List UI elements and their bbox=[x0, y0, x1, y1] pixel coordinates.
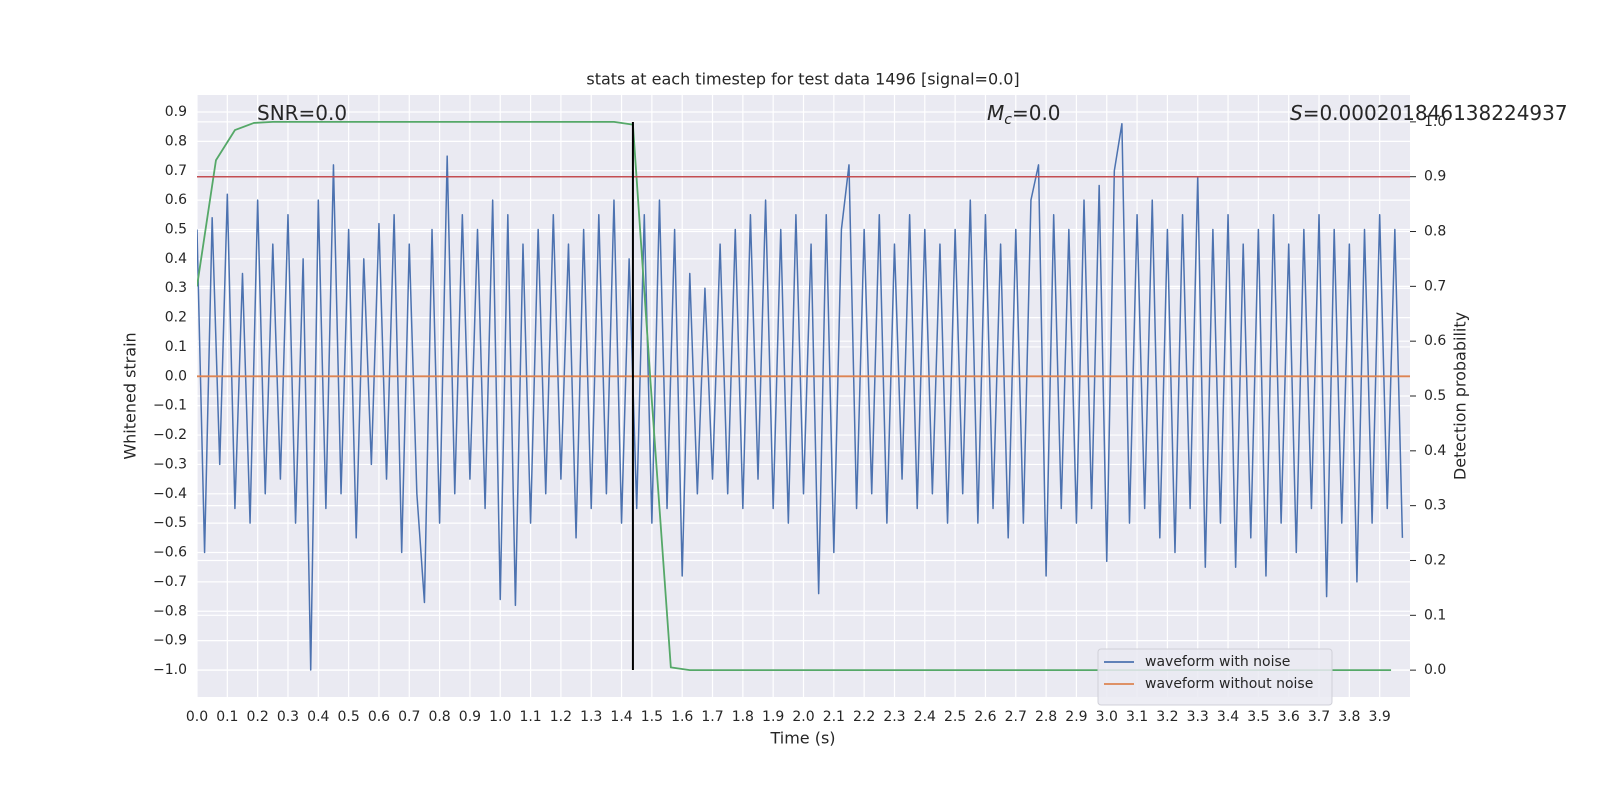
x-tick-label: 0.8 bbox=[428, 709, 450, 725]
x-tick-label: 3.6 bbox=[1278, 709, 1300, 725]
y2-tick-label: 0.3 bbox=[1424, 498, 1446, 514]
y-tick-label: 0.5 bbox=[165, 221, 187, 237]
y-tick-label: −0.5 bbox=[153, 515, 187, 531]
x-tick-label: 1.3 bbox=[580, 709, 602, 725]
x-tick-label: 3.0 bbox=[1096, 709, 1118, 725]
y-tick-label: −0.3 bbox=[153, 456, 187, 472]
plot bbox=[197, 120, 1410, 672]
x-tick-label: 2.2 bbox=[853, 709, 875, 725]
y2-tick-label: 0.2 bbox=[1424, 552, 1446, 568]
x-tick-label: 0.5 bbox=[337, 709, 359, 725]
y-tick-label: 0.9 bbox=[165, 104, 187, 120]
x-tick-label: 3.4 bbox=[1217, 709, 1239, 725]
y2-tick-label: 0.8 bbox=[1424, 224, 1446, 240]
y2-tick-label: 0.4 bbox=[1424, 443, 1446, 459]
x-tick-label: 1.7 bbox=[701, 709, 723, 725]
y-tick-label: 0.1 bbox=[165, 339, 187, 355]
chart-title: stats at each timestep for test data 149… bbox=[586, 70, 1019, 89]
series-line bbox=[197, 120, 1392, 672]
legend-box bbox=[1097, 648, 1333, 706]
y2-tick-label: 0.1 bbox=[1424, 607, 1446, 623]
x-tick-label: 1.9 bbox=[762, 709, 784, 725]
x-tick-label: 3.1 bbox=[1126, 709, 1148, 725]
x-tick-label: 0.1 bbox=[216, 709, 238, 725]
x-tick-label: 3.8 bbox=[1338, 709, 1360, 725]
annotation-symbol: M bbox=[987, 101, 1004, 125]
x-tick-label: 3.7 bbox=[1308, 709, 1330, 725]
x-tick-label: 1.2 bbox=[550, 709, 572, 725]
x-tick-label: 3.9 bbox=[1369, 709, 1391, 725]
annotation-symbol: S bbox=[1290, 101, 1303, 125]
y-tick-label: 0.2 bbox=[165, 310, 187, 326]
y-tick-label: −0.6 bbox=[153, 545, 187, 561]
x-tick-label: 2.0 bbox=[792, 709, 814, 725]
y-tick-label: −0.4 bbox=[153, 486, 187, 502]
x-tick-label: 3.2 bbox=[1156, 709, 1178, 725]
y2-tick-label: 0.7 bbox=[1424, 278, 1446, 294]
grid bbox=[196, 95, 1410, 697]
x-tick-label: 0.0 bbox=[186, 709, 208, 725]
x-tick-label: 1.1 bbox=[519, 709, 541, 725]
series-line bbox=[197, 123, 1404, 671]
y2-tick-label: 0.6 bbox=[1424, 333, 1446, 349]
legend: waveform with noise waveform without nois… bbox=[1097, 648, 1333, 706]
x-tick-label: 2.3 bbox=[883, 709, 905, 725]
x-tick-label: 2.8 bbox=[1035, 709, 1057, 725]
annotation: Mc=0.0 bbox=[987, 101, 1061, 129]
annotation-text: SNR=0.0 bbox=[257, 101, 347, 125]
y-tick-label: 0.4 bbox=[165, 251, 187, 267]
y-tick-label: −0.1 bbox=[153, 398, 187, 414]
x-tick-label: 1.0 bbox=[489, 709, 511, 725]
annotation: S=0.000201846138224937 bbox=[1290, 101, 1568, 125]
legend-label: waveform without noise bbox=[1145, 676, 1313, 692]
y-tick-label: −0.9 bbox=[153, 633, 187, 649]
y-tick-label: 0.0 bbox=[165, 368, 187, 384]
y-tick-label: 0.6 bbox=[165, 192, 187, 208]
y2-tick-label: 1.0 bbox=[1424, 114, 1446, 130]
annotation-text: =0.000201846138224937 bbox=[1303, 101, 1568, 125]
x-tick-label: 0.3 bbox=[277, 709, 299, 725]
y-tick-label: −0.8 bbox=[153, 603, 187, 619]
x-tick-label: 2.5 bbox=[944, 709, 966, 725]
y-tick-label: −0.7 bbox=[153, 574, 187, 590]
x-tick-label: 2.1 bbox=[823, 709, 845, 725]
x-tick-label: 2.6 bbox=[974, 709, 996, 725]
x-tick-label: 3.5 bbox=[1247, 709, 1269, 725]
legend-label: waveform with noise bbox=[1145, 654, 1290, 670]
y-tick-label: 0.8 bbox=[165, 133, 187, 149]
x-tick-label: 1.5 bbox=[641, 709, 663, 725]
annotation-text: =0.0 bbox=[1012, 101, 1061, 125]
x-tick-label: 2.7 bbox=[1005, 709, 1027, 725]
x-tick-label: 0.4 bbox=[307, 709, 329, 725]
x-tick-label: 0.9 bbox=[459, 709, 481, 725]
y2-axis-label: Detection probability bbox=[1451, 312, 1470, 480]
y-tick-label: 0.7 bbox=[165, 163, 187, 179]
y2-tick-label: 0.9 bbox=[1424, 169, 1446, 185]
x-tick-label: 1.6 bbox=[671, 709, 693, 725]
y-tick-label: −1.0 bbox=[153, 662, 187, 678]
annotation: SNR=0.0 bbox=[257, 101, 347, 125]
y-axis-label: Whitened strain bbox=[121, 332, 140, 459]
y2-tick-label: 0.5 bbox=[1424, 388, 1446, 404]
x-tick-label: 1.4 bbox=[610, 709, 632, 725]
x-tick-label: 0.6 bbox=[368, 709, 390, 725]
x-tick-label: 3.3 bbox=[1187, 709, 1209, 725]
x-tick-label: 2.4 bbox=[914, 709, 936, 725]
x-tick-label: 2.9 bbox=[1065, 709, 1087, 725]
y-tick-label: 0.3 bbox=[165, 280, 187, 296]
x-tick-label: 0.2 bbox=[247, 709, 269, 725]
x-tick-label: 0.7 bbox=[398, 709, 420, 725]
x-tick-label: 1.8 bbox=[732, 709, 754, 725]
x-axis-label: Time (s) bbox=[769, 729, 835, 748]
annotation-subscript: c bbox=[1004, 112, 1012, 128]
y2-tick-label: 0.0 bbox=[1424, 662, 1446, 678]
y-tick-label: −0.2 bbox=[153, 427, 187, 443]
